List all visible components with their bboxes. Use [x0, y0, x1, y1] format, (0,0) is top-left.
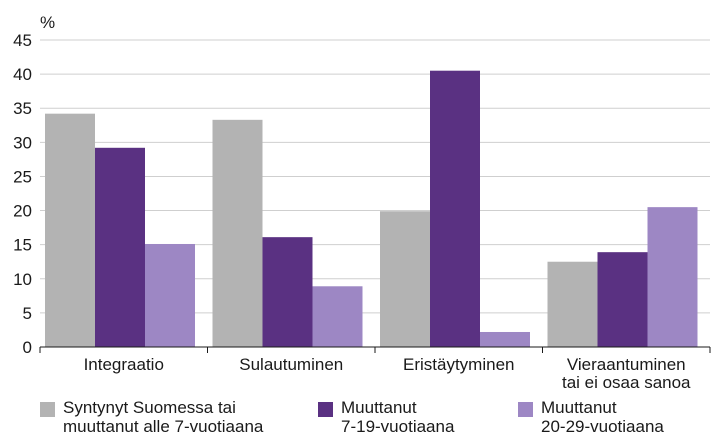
y-tick-label: 25 — [13, 167, 32, 186]
legend-swatch-series-3 — [518, 402, 533, 417]
bars — [45, 70, 698, 348]
bar-series-1-category-4 — [547, 261, 598, 347]
legend-swatch-series-2 — [318, 402, 333, 417]
legend-item-series-1: Syntynyt Suomessa tai muuttanut alle 7-v… — [40, 398, 263, 436]
bar-series-3-category-2 — [312, 286, 363, 347]
x-tick-label: Eristäytyminen — [403, 355, 514, 374]
y-axis: 0 5 10 15 20 25 30 35 40 45 — [13, 31, 32, 357]
bar-series-2-category-1 — [95, 147, 145, 347]
y-tick-label: 40 — [13, 65, 32, 84]
bar-series-1-category-3 — [380, 211, 430, 347]
y-tick-label: 45 — [13, 31, 32, 50]
y-tick-label: 30 — [13, 133, 32, 152]
y-tick-label: 35 — [13, 99, 32, 118]
y-tick-label: 20 — [13, 202, 32, 221]
y-tick-label: 15 — [13, 236, 32, 255]
x-tick-label: Sulautuminen — [239, 355, 343, 374]
x-axis: Integraatio Sulautuminen Eristäytyminen Vie… — [39, 346, 711, 392]
y-tick-label: 0 — [23, 338, 32, 357]
bar-series-2-category-3 — [430, 70, 480, 347]
bar-series-2-category-2 — [262, 237, 313, 347]
x-tick-label: Integraatio — [84, 355, 164, 374]
legend-label-series-1: Syntynyt Suomessa tai muuttanut alle 7-v… — [63, 398, 264, 436]
bar-series-3-category-3 — [480, 331, 530, 347]
y-tick-label: 5 — [23, 304, 32, 323]
legend-label-series-2: Muuttanut 7-19-vuotiaana — [341, 398, 455, 436]
y-tick-label: 10 — [13, 270, 32, 289]
legend-item-series-2: Muuttanut 7-19-vuotiaana — [318, 398, 454, 436]
y-unit-label: % — [40, 13, 55, 32]
legend-swatch-series-1 — [40, 402, 55, 417]
x-tick-label: Vieraantuminen tai ei osaa sanoa — [562, 355, 691, 392]
bar-chart: 0 5 10 15 20 25 30 35 40 45 Integraatio Sulautumin… — [13, 13, 711, 392]
bar-series-1-category-2 — [212, 119, 263, 347]
bar-series-3-category-4 — [647, 207, 698, 347]
legend-label-series-3: Muuttanut 20-29-vuotiaana — [541, 398, 664, 436]
bar-series-3-category-1 — [145, 243, 195, 347]
bar-series-2-category-4 — [597, 252, 648, 347]
legend-item-series-3: Muuttanut 20-29-vuotiaana — [518, 398, 664, 436]
legend: Syntynyt Suomessa tai muuttanut alle 7-v… — [0, 398, 728, 443]
bar-series-1-category-1 — [45, 113, 95, 348]
